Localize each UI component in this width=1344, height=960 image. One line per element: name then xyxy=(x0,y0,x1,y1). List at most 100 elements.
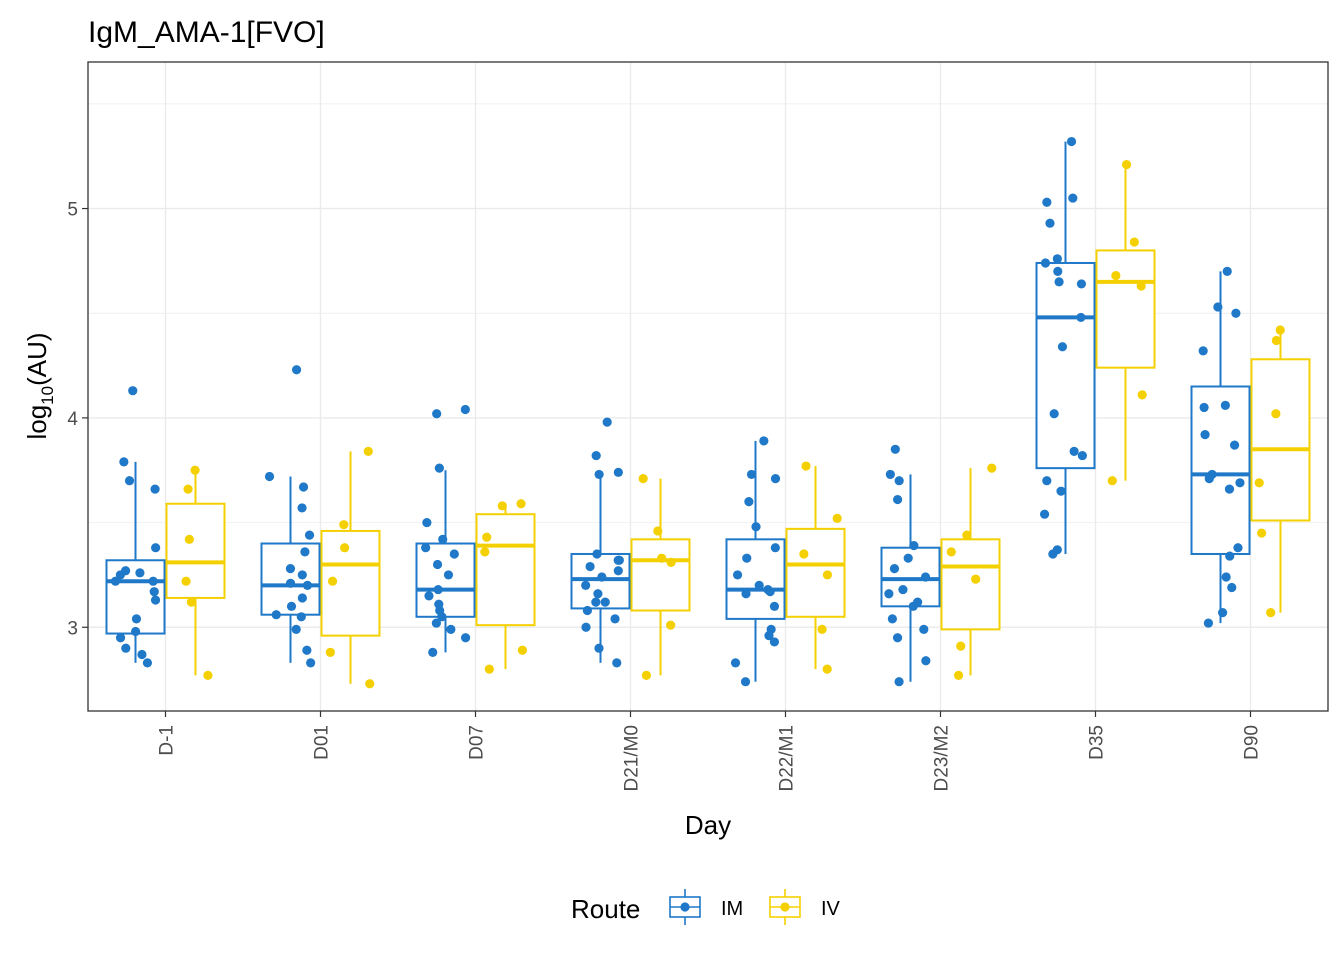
data-point xyxy=(497,501,507,511)
data-point xyxy=(110,576,121,586)
box-iqr xyxy=(475,513,536,627)
data-point xyxy=(300,547,310,557)
data-point xyxy=(953,670,964,681)
data-point xyxy=(291,624,301,634)
data-point xyxy=(769,637,780,647)
data-point xyxy=(184,534,194,544)
data-point xyxy=(428,647,438,657)
x-tick-label: D21/M0 xyxy=(622,725,643,792)
box-iqr xyxy=(785,527,846,618)
data-point xyxy=(431,618,441,628)
data-point xyxy=(130,626,141,637)
data-point xyxy=(286,601,297,611)
data-point xyxy=(1221,572,1231,582)
box-IV-0 xyxy=(165,465,226,681)
data-point xyxy=(517,645,528,655)
data-point xyxy=(1049,409,1059,419)
data-point xyxy=(909,541,919,551)
data-point xyxy=(890,444,900,454)
data-point xyxy=(1057,342,1068,352)
box-IM-2 xyxy=(415,404,476,657)
data-point xyxy=(1275,325,1285,335)
data-point xyxy=(1054,277,1064,287)
data-point xyxy=(962,530,972,540)
data-point xyxy=(832,513,842,523)
data-point xyxy=(653,526,663,536)
data-point xyxy=(264,471,275,482)
data-point xyxy=(142,658,153,668)
legend: Route IM IV xyxy=(571,889,841,925)
data-point xyxy=(297,570,307,580)
box-IV-6 xyxy=(1095,159,1156,486)
data-point xyxy=(271,610,281,620)
data-point xyxy=(1271,409,1281,419)
data-point xyxy=(591,450,601,461)
data-point xyxy=(1066,136,1077,147)
box-IV-4 xyxy=(785,461,846,674)
data-point xyxy=(1111,270,1121,281)
data-point xyxy=(484,664,494,674)
plot-panel-border xyxy=(87,61,1329,712)
box-IV-2 xyxy=(475,499,536,674)
data-point xyxy=(339,520,349,530)
data-point xyxy=(594,469,604,480)
x-axis-title: Day xyxy=(685,810,731,840)
data-point xyxy=(730,658,741,668)
data-point xyxy=(306,658,316,668)
data-point xyxy=(1042,197,1052,207)
box-iqr xyxy=(630,538,691,612)
data-point xyxy=(480,547,490,557)
box-iqr xyxy=(1095,249,1156,369)
data-point xyxy=(657,553,667,563)
data-point xyxy=(600,597,610,607)
y-tick-label: 4 xyxy=(67,409,78,430)
box-IM-0 xyxy=(105,386,166,668)
data-point xyxy=(898,584,908,595)
data-point xyxy=(121,643,131,653)
data-point xyxy=(581,622,591,632)
data-point xyxy=(298,482,309,492)
data-point xyxy=(613,566,623,576)
data-point xyxy=(1045,218,1055,228)
data-point xyxy=(732,570,743,580)
data-point xyxy=(1222,266,1232,276)
data-point xyxy=(770,543,780,553)
box-IM-1 xyxy=(260,365,321,668)
data-point xyxy=(885,469,895,480)
data-point xyxy=(1199,402,1209,413)
y-tick-label: 3 xyxy=(67,618,78,639)
data-point xyxy=(770,474,781,484)
data-point xyxy=(744,497,754,507)
data-point xyxy=(190,465,200,475)
data-point xyxy=(612,658,622,668)
x-tick-label: D23/M2 xyxy=(932,725,953,792)
box-IV-1 xyxy=(320,446,381,689)
data-point xyxy=(801,461,811,471)
data-point xyxy=(1227,582,1237,593)
data-point xyxy=(1042,476,1052,486)
data-point xyxy=(613,467,623,477)
data-point xyxy=(186,597,197,607)
data-point xyxy=(446,624,456,634)
data-point xyxy=(460,404,470,415)
x-tick-label: D-1 xyxy=(157,725,178,756)
data-point xyxy=(892,494,903,505)
box-IM-4 xyxy=(725,436,786,687)
data-point xyxy=(297,593,307,603)
data-point xyxy=(327,576,338,586)
data-point xyxy=(137,649,147,660)
data-point xyxy=(1198,346,1208,356)
box-IM-7 xyxy=(1190,266,1251,628)
data-point xyxy=(1056,486,1066,496)
data-point xyxy=(971,574,981,584)
data-point xyxy=(769,601,780,611)
data-point xyxy=(908,601,918,611)
data-point xyxy=(1137,390,1147,400)
data-point xyxy=(304,530,315,540)
box-iqr xyxy=(1035,261,1096,470)
y-axis-title-tail: (AU) xyxy=(22,332,52,385)
data-point xyxy=(424,591,434,601)
data-point xyxy=(149,587,159,597)
legend-key-point xyxy=(680,902,690,912)
chart-marks xyxy=(105,136,1311,689)
